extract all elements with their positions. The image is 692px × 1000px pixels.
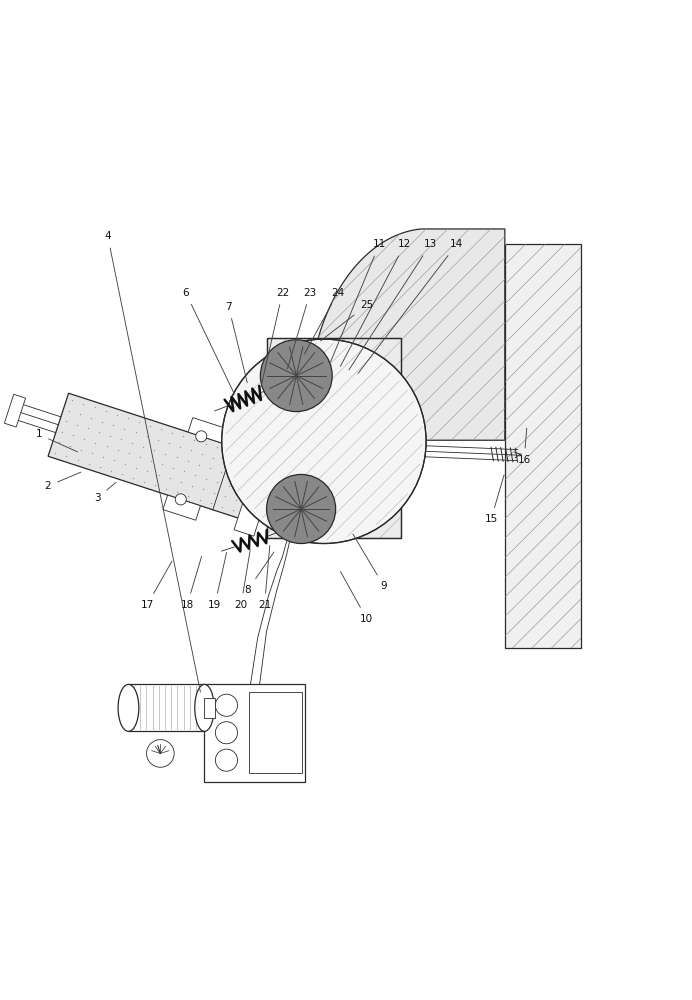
Text: 6: 6 <box>183 288 235 394</box>
Circle shape <box>260 340 332 412</box>
Polygon shape <box>163 495 201 520</box>
Text: 11: 11 <box>331 239 385 362</box>
Circle shape <box>221 339 426 544</box>
Text: 18: 18 <box>181 557 201 610</box>
Circle shape <box>175 494 186 505</box>
Bar <box>204 698 215 718</box>
Polygon shape <box>266 338 401 538</box>
Text: 17: 17 <box>140 561 172 610</box>
Text: 3: 3 <box>94 482 116 503</box>
Text: 20: 20 <box>235 550 251 610</box>
Text: 14: 14 <box>358 239 463 373</box>
Ellipse shape <box>194 684 214 731</box>
Bar <box>250 692 302 773</box>
Text: 7: 7 <box>226 302 247 383</box>
Circle shape <box>196 431 207 442</box>
Circle shape <box>215 749 237 771</box>
Text: 12: 12 <box>340 239 411 366</box>
Text: 10: 10 <box>340 571 373 624</box>
Text: 9: 9 <box>353 534 388 591</box>
Text: 25: 25 <box>320 300 374 341</box>
Ellipse shape <box>118 684 139 731</box>
Polygon shape <box>4 394 26 427</box>
Text: 16: 16 <box>518 428 531 465</box>
Bar <box>204 684 304 782</box>
Text: 22: 22 <box>261 288 289 387</box>
Circle shape <box>266 474 336 544</box>
Circle shape <box>147 740 174 767</box>
Polygon shape <box>48 393 268 521</box>
Text: 8: 8 <box>244 552 274 595</box>
Text: 13: 13 <box>349 239 437 370</box>
Circle shape <box>215 694 237 716</box>
Text: 2: 2 <box>44 472 81 491</box>
Polygon shape <box>505 244 581 648</box>
Polygon shape <box>234 443 282 536</box>
Circle shape <box>215 722 237 744</box>
Polygon shape <box>308 229 505 440</box>
Text: 15: 15 <box>484 475 504 524</box>
Text: 24: 24 <box>304 288 345 354</box>
Text: 23: 23 <box>287 288 317 369</box>
Text: 19: 19 <box>208 552 226 610</box>
Text: 4: 4 <box>104 231 201 692</box>
Bar <box>129 684 204 731</box>
Text: 21: 21 <box>258 546 271 610</box>
Text: 1: 1 <box>35 429 78 452</box>
Bar <box>266 338 401 538</box>
Polygon shape <box>188 418 226 443</box>
